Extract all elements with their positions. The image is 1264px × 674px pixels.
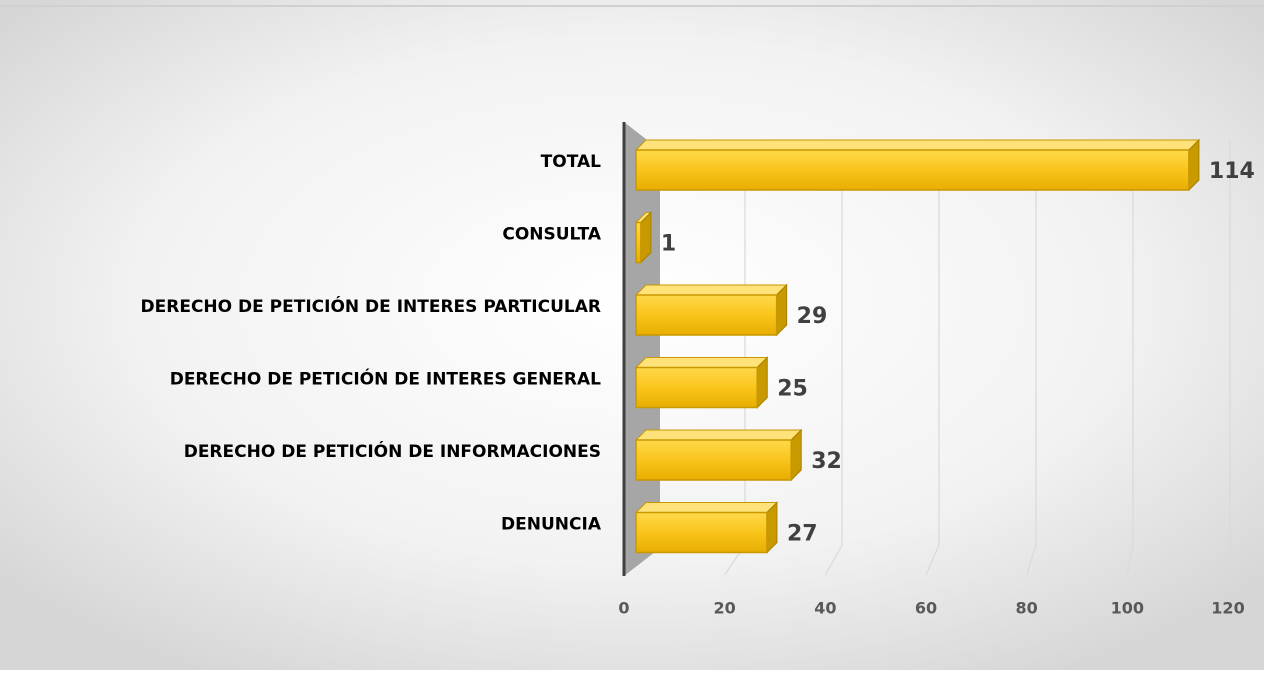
x-tick-label: 0 xyxy=(618,599,629,618)
bar-front xyxy=(635,149,1190,191)
data-label: 32 xyxy=(811,449,842,474)
bar-front xyxy=(635,511,768,554)
y-tick-label: DENUNCIA xyxy=(501,515,602,535)
y-tick-label: CONSULTA xyxy=(502,225,601,245)
grid xyxy=(724,140,1231,576)
y-tick-label: DERECHO DE PETICIÓN DE INTERES PARTICULA… xyxy=(141,295,601,317)
data-label: 25 xyxy=(777,377,808,402)
grid-line xyxy=(1026,140,1037,576)
grid-line xyxy=(1126,140,1134,576)
bar-front xyxy=(635,366,758,409)
x-tick-label: 40 xyxy=(814,599,836,618)
data-label: 114 xyxy=(1209,159,1255,184)
bar-top xyxy=(634,357,769,368)
bar xyxy=(634,356,769,409)
bar xyxy=(634,501,779,554)
x-tick-label: 80 xyxy=(1016,599,1038,618)
y-tick-label: TOTAL xyxy=(541,152,601,172)
y-tick-label: DERECHO DE PETICIÓN DE INTERES GENERAL xyxy=(170,368,601,390)
grid-line xyxy=(925,140,940,576)
x-tick-label: 100 xyxy=(1111,599,1144,618)
bar xyxy=(634,428,803,482)
bar-top xyxy=(634,502,779,513)
y-tick-label: DERECHO DE PETICIÓN DE INFORMACIONES xyxy=(184,440,601,462)
x-tick-label: 60 xyxy=(915,599,937,618)
bar xyxy=(634,138,1201,192)
bar-top xyxy=(634,139,1201,151)
bars xyxy=(634,138,1201,554)
x-tick-label: 120 xyxy=(1211,599,1244,618)
data-label: 1 xyxy=(661,232,676,257)
grid-line xyxy=(1227,140,1231,576)
bar-front xyxy=(635,221,642,264)
x-tick-label: 20 xyxy=(714,599,736,618)
bar xyxy=(634,283,788,337)
data-label: 27 xyxy=(787,522,818,547)
grid-line xyxy=(824,140,843,576)
bar-front xyxy=(635,294,778,336)
bar-top xyxy=(634,429,803,441)
bar-front xyxy=(635,439,792,481)
data-label: 29 xyxy=(797,304,828,329)
bar-top xyxy=(634,284,788,296)
bar xyxy=(634,211,653,264)
